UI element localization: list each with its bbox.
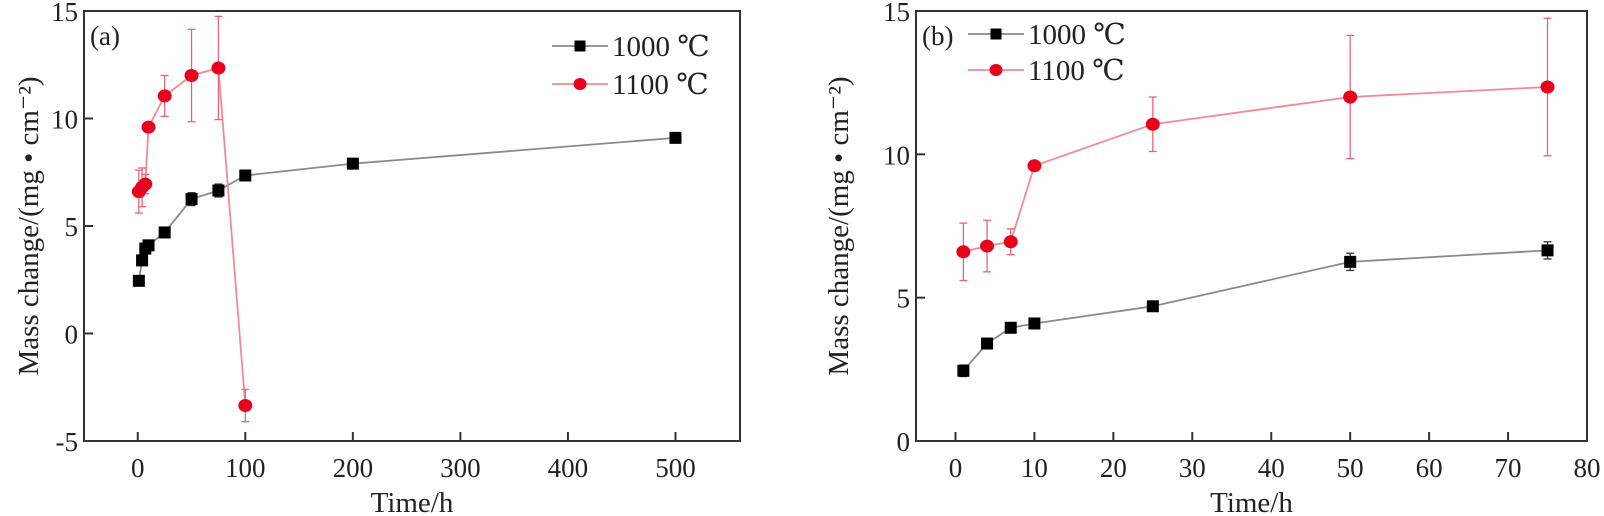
data-point <box>957 364 970 377</box>
y-tick-label: 0 <box>897 427 911 457</box>
legend-marker-circle <box>989 64 1003 76</box>
data-point <box>1343 90 1358 104</box>
legend-label: 1000 ℃ <box>612 31 710 63</box>
legend-marker-square <box>574 40 586 52</box>
y-tick-label: -5 <box>56 427 79 457</box>
legend-label: 1100 ℃ <box>1028 55 1125 87</box>
data-point <box>1540 80 1555 94</box>
x-tick-label: 50 <box>1337 453 1364 483</box>
data-point <box>956 245 971 259</box>
data-point <box>142 239 155 252</box>
x-tick-label: 500 <box>655 453 696 483</box>
series-1100C <box>131 15 253 423</box>
data-point <box>346 157 359 170</box>
series-1000C <box>132 131 682 287</box>
y-tick-label: 5 <box>897 284 911 314</box>
x-tick-label: 100 <box>225 453 266 483</box>
data-point <box>211 61 226 75</box>
panel-label: (a) <box>90 21 120 51</box>
panel-a: 0 100 200 300 400 500 -5 0 5 10 15 Time/h Mass chang… <box>13 0 741 516</box>
x-tick-label: 0 <box>131 453 145 483</box>
series-1000C <box>957 241 1554 378</box>
data-point <box>138 177 153 191</box>
panel-b: 0 10 20 30 40 50 60 70 80 0 5 10 15 Time/h Mass change… <box>823 0 1601 516</box>
data-point <box>1146 300 1159 313</box>
legend-marker-square <box>990 28 1002 40</box>
data-point <box>136 254 149 267</box>
y-tick-label: 10 <box>51 105 78 135</box>
panel-label: (b) <box>922 21 953 51</box>
data-point <box>669 131 682 144</box>
legend-label: 1100 ℃ <box>612 69 709 101</box>
data-point <box>184 69 199 82</box>
data-point <box>1027 159 1042 173</box>
data-point <box>1145 117 1160 131</box>
legend-label: 1000 ℃ <box>1028 19 1126 51</box>
x-axis-title: Time/h <box>1210 487 1293 516</box>
data-point <box>239 169 252 182</box>
y-tick-label: 5 <box>65 212 79 242</box>
data-point <box>981 337 994 350</box>
x-tick-label: 40 <box>1258 453 1285 483</box>
data-point <box>980 239 995 253</box>
data-point <box>1344 255 1357 268</box>
data-point <box>1003 235 1018 249</box>
x-tick-label: 400 <box>548 453 589 483</box>
y-tick-label: 15 <box>51 0 78 27</box>
legend-marker-circle <box>573 78 587 90</box>
x-axis-title: Time/h <box>371 487 454 516</box>
x-tick-label: 80 <box>1574 453 1601 483</box>
legend: 1000 ℃ 1100 ℃ <box>552 31 710 101</box>
series-line <box>962 249 1548 372</box>
data-point <box>1541 244 1554 257</box>
data-point <box>158 226 171 239</box>
data-point <box>157 89 172 103</box>
data-point <box>238 399 253 413</box>
data-point <box>132 274 145 287</box>
series-1100C <box>956 17 1555 282</box>
data-point <box>1028 317 1041 330</box>
legend: 1000 ℃ 1100 ℃ <box>968 19 1126 87</box>
series-line <box>137 136 676 281</box>
y-tick-label: 15 <box>883 0 910 27</box>
plot-frame <box>915 10 1588 442</box>
x-tick-label: 10 <box>1021 453 1048 483</box>
data-point <box>1004 321 1017 334</box>
y-axis-title: Mass change/(mg • cm⁻²) <box>823 76 855 375</box>
x-tick-label: 20 <box>1100 453 1127 483</box>
data-point <box>185 193 198 206</box>
y-tick-label: 10 <box>883 140 910 170</box>
y-axis-title: Mass change/(mg • cm⁻²) <box>13 76 45 375</box>
x-tick-label: 200 <box>333 453 374 483</box>
data-point <box>141 120 156 134</box>
x-tick-label: 0 <box>949 453 963 483</box>
series-line <box>963 86 1548 253</box>
data-point <box>212 184 225 197</box>
x-tick-label: 30 <box>1179 453 1206 483</box>
x-tick-label: 60 <box>1416 453 1443 483</box>
y-tick-label: 0 <box>65 320 79 350</box>
x-tick-label: 70 <box>1495 453 1522 483</box>
x-tick-label: 300 <box>440 453 481 483</box>
